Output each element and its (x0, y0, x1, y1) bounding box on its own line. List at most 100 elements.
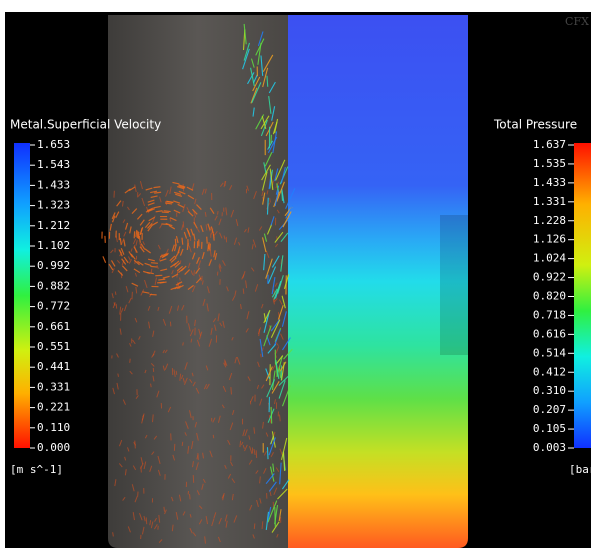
vector (178, 184, 186, 188)
vector (227, 473, 232, 479)
vector (119, 328, 122, 335)
vector (168, 224, 176, 230)
vector (201, 280, 204, 285)
vector (178, 185, 186, 189)
vector (184, 362, 188, 370)
vector (194, 422, 198, 428)
vector (176, 265, 184, 272)
vector (181, 237, 184, 245)
vector (265, 250, 270, 259)
vector (175, 281, 183, 286)
vector (134, 272, 137, 277)
vector (190, 338, 193, 343)
vector (124, 469, 127, 476)
tick-label: 0.992 (37, 259, 70, 272)
vector (253, 191, 257, 200)
vector (152, 330, 155, 337)
vector (268, 81, 276, 94)
vector (227, 439, 231, 446)
vector (204, 188, 207, 194)
vector (229, 461, 234, 467)
vector (276, 181, 285, 202)
vector (111, 268, 115, 274)
vector (270, 216, 275, 226)
vector (163, 506, 166, 512)
vector (144, 248, 151, 254)
vector (189, 378, 193, 384)
vector (279, 299, 283, 305)
vector (174, 262, 181, 268)
vector (244, 429, 248, 437)
vector (250, 58, 255, 68)
vector (130, 248, 133, 252)
vector (218, 517, 222, 525)
vector (188, 245, 192, 253)
vector (119, 238, 122, 246)
vector (273, 329, 281, 346)
vector (189, 514, 192, 518)
vector (152, 414, 154, 423)
vector (238, 241, 241, 246)
vector (177, 246, 181, 254)
vector (272, 131, 278, 154)
vector (267, 266, 277, 284)
vector (143, 515, 146, 522)
vector (170, 257, 177, 263)
tick-label: 1.323 (37, 199, 70, 212)
vector (169, 186, 172, 194)
vector (144, 434, 148, 439)
vector (271, 277, 276, 295)
vector (205, 383, 210, 390)
vector (148, 321, 151, 329)
vector (195, 277, 202, 284)
vector (276, 209, 280, 214)
legend-units: [bar] (569, 463, 591, 476)
vector (152, 375, 155, 382)
vector (252, 534, 255, 539)
tick-label: 0.922 (533, 271, 566, 284)
vector (202, 478, 206, 484)
vector (266, 75, 269, 87)
vector (124, 222, 129, 230)
vector (176, 185, 184, 190)
vector (159, 258, 167, 262)
vector (146, 207, 154, 212)
vector (150, 363, 155, 367)
vector (134, 184, 137, 193)
vector (273, 283, 281, 300)
vector (231, 294, 236, 301)
tick-label: 0.207 (533, 403, 566, 416)
vector (139, 242, 143, 249)
tick-label: 0.882 (37, 279, 70, 292)
vector (150, 262, 158, 264)
vector (282, 452, 286, 471)
vector (196, 490, 200, 496)
vector (159, 253, 167, 258)
vector (108, 263, 114, 271)
vector (270, 435, 274, 445)
vector (217, 211, 219, 215)
vector (196, 257, 200, 264)
vector (151, 353, 155, 358)
vector (139, 513, 143, 521)
vector (152, 215, 156, 223)
vector (265, 511, 270, 531)
vector (265, 432, 269, 437)
vector (266, 224, 273, 235)
vector (157, 469, 161, 476)
vector (210, 327, 213, 335)
vector (279, 414, 281, 422)
vector (187, 284, 194, 291)
vector (142, 291, 150, 294)
vector (198, 274, 202, 282)
tick-label: 0.616 (533, 327, 566, 340)
vector (253, 448, 256, 456)
vector (129, 343, 132, 347)
vector (239, 440, 242, 448)
tick-label: 0.310 (533, 384, 566, 397)
vector (191, 372, 194, 377)
tick-label: 0.331 (37, 380, 70, 393)
vector (244, 444, 248, 452)
vector (144, 279, 148, 289)
vector (181, 441, 184, 446)
